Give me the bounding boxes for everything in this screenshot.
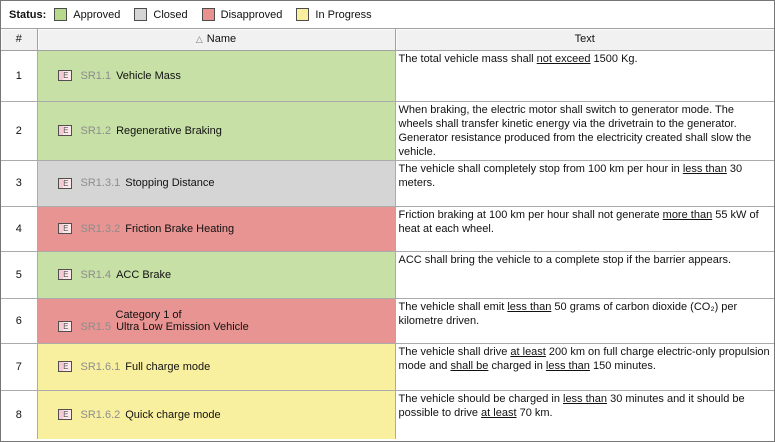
requirement-id: SR1.2 [80, 124, 112, 137]
name-cell[interactable]: Category 1 of E SR1.5 Ultra Low Emission… [36, 297, 396, 344]
legend-title: Status: [9, 8, 47, 21]
legend-item-closed: Closed [134, 8, 188, 21]
element-icon: E [57, 409, 72, 421]
legend-item-approved: Approved [54, 8, 120, 21]
text-cell[interactable]: The vehicle shall emit less than 50 gram… [394, 297, 774, 344]
element-icon: E [57, 223, 72, 234]
element-icon: E [57, 321, 72, 332]
column-header-number[interactable]: # [1, 29, 38, 51]
requirement-name: Stopping Distance [125, 177, 215, 189]
status-legend: Status: Approved Closed Disapproved In P… [1, 1, 774, 29]
element-icon: E [57, 125, 72, 136]
name-cell[interactable]: E SR1.6.2 Quick charge mode [36, 389, 396, 439]
row-number-cell[interactable]: 1 [1, 49, 38, 102]
name-cell[interactable]: E SR1.1 Vehicle Mass [36, 49, 396, 102]
row-number-cell[interactable]: 5 [1, 250, 38, 299]
requirement-name: ACC Brake [116, 268, 172, 281]
name-cell[interactable]: E SR1.2 Regenerative Braking [36, 100, 396, 161]
column-header-name[interactable]: △ Name [37, 29, 396, 51]
requirement-id: SR1.3.1 [80, 177, 121, 189]
row-number-cell[interactable]: 7 [1, 342, 38, 391]
requirement-id: SR1.1 [80, 69, 112, 82]
text-cell[interactable]: Friction braking at 100 km per hour shal… [394, 205, 774, 252]
closed-color-swatch [134, 8, 148, 21]
requirement-id: SR1.3.2 [80, 222, 121, 235]
requirements-grid: # △ Name Text 1 E SR1.1 Vehicle Mass The … [1, 29, 774, 439]
text-cell[interactable]: The vehicle should be charged in less th… [394, 389, 774, 439]
legend-label: Closed [153, 8, 188, 21]
table-row[interactable]: 8 E SR1.6.2 Quick charge mode The vehicl… [1, 389, 774, 439]
requirement-id: SR1.6.1 [80, 360, 121, 373]
table-row[interactable]: 6 Category 1 of E SR1.5 Ultra Low Emissi… [1, 297, 774, 344]
legend-item-in-progress: In Progress [296, 8, 372, 21]
name-cell[interactable]: E SR1.4 ACC Brake [36, 250, 396, 299]
requirement-id: SR1.5 [80, 320, 112, 333]
row-number-cell[interactable]: 2 [1, 100, 38, 161]
table-row[interactable]: 7 E SR1.6.1 Full charge mode The vehicle… [1, 342, 774, 391]
legend-item-disapproved: Disapproved [201, 8, 283, 21]
requirement-name: Quick charge mode [125, 408, 221, 421]
requirement-name: Friction Brake Heating [125, 222, 235, 235]
in-progress-color-swatch [296, 8, 310, 21]
row-number-cell[interactable]: 6 [1, 297, 38, 344]
row-number-cell[interactable]: 8 [1, 389, 38, 439]
table-row[interactable]: 1 E SR1.1 Vehicle Mass The total vehicle… [1, 49, 774, 102]
table-row[interactable]: 3 E SR1.3.1 Stopping Distance The vehicl… [1, 159, 774, 207]
text-cell[interactable]: When braking, the electric motor shall s… [394, 100, 774, 161]
element-icon: E [57, 269, 72, 280]
legend-label: In Progress [315, 8, 372, 21]
name-cell[interactable]: E SR1.3.2 Friction Brake Heating [36, 205, 396, 252]
row-number-cell[interactable]: 4 [1, 205, 38, 252]
legend-label: Disapproved [220, 8, 283, 21]
name-cell[interactable]: E SR1.3.1 Stopping Distance [36, 159, 396, 207]
table-row[interactable]: 5 E SR1.4 ACC Brake ACC shall bring the … [1, 250, 774, 299]
requirement-name: Vehicle Mass [116, 69, 181, 82]
requirement-name: Regenerative Braking [116, 124, 222, 137]
text-cell[interactable]: The total vehicle mass shall not exceed … [394, 49, 774, 102]
requirement-name: Ultra Low Emission Vehicle [116, 320, 249, 333]
name-cell[interactable]: E SR1.6.1 Full charge mode [36, 342, 396, 391]
requirement-id: SR1.4 [80, 268, 112, 281]
disapproved-color-swatch [201, 8, 215, 21]
requirement-name-prefix: Category 1 of [115, 308, 182, 321]
sort-ascending-icon: △ [195, 34, 203, 45]
text-cell[interactable]: ACC shall bring the vehicle to a complet… [394, 250, 774, 299]
element-icon: E [57, 70, 72, 81]
element-icon: E [57, 361, 72, 372]
text-cell[interactable]: The vehicle shall drive at least 200 km … [394, 342, 774, 391]
requirement-id: SR1.6.2 [80, 408, 121, 421]
column-header-text[interactable]: Text [395, 29, 774, 51]
legend-label: Approved [73, 8, 121, 21]
header-row: # △ Name Text [1, 29, 774, 51]
requirement-name: Full charge mode [125, 360, 211, 373]
table-row[interactable]: 4 E SR1.3.2 Friction Brake Heating Frict… [1, 205, 774, 252]
row-number-cell[interactable]: 3 [1, 159, 38, 207]
element-icon: E [57, 177, 72, 189]
text-cell[interactable]: The vehicle shall completely stop from 1… [394, 159, 774, 207]
approved-color-swatch [54, 8, 68, 21]
table-row[interactable]: 2 E SR1.2 Regenerative Braking When brak… [1, 100, 774, 161]
